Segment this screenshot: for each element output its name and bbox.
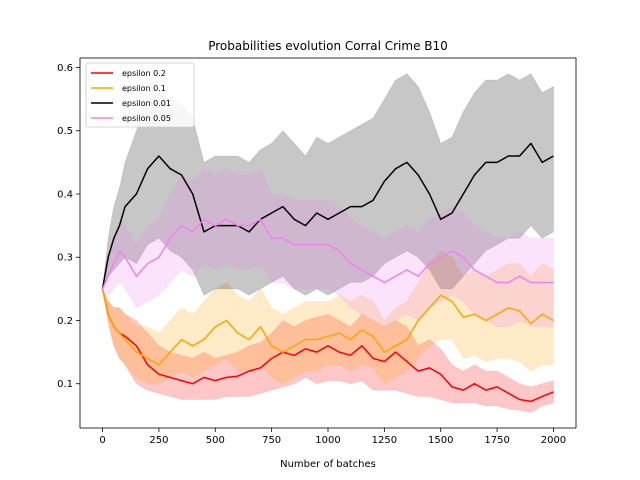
- x-tick-label: 1500: [428, 435, 453, 446]
- x-axis-label: Number of batches: [280, 459, 376, 470]
- y-tick-label: 0.6: [57, 63, 73, 74]
- y-tick-label: 0.5: [57, 126, 73, 137]
- legend-box: [85, 62, 195, 128]
- legend-label: epsilon 0.1: [122, 84, 166, 93]
- x-tick-label: 250: [149, 435, 168, 446]
- x-tick-label: 0: [99, 435, 105, 446]
- y-tick-label: 0.4: [57, 189, 73, 200]
- x-tick-label: 500: [206, 435, 225, 446]
- x-tick-label: 2000: [541, 435, 566, 446]
- legend-label: epsilon 0.01: [122, 99, 171, 108]
- y-axis: 0.1 0.2 0.3 0.4 0.5 0.6: [57, 63, 80, 390]
- x-axis: 0 250 500 750 1000 1250 1500 1750 2000: [99, 428, 566, 446]
- x-tick-label: 1000: [315, 435, 340, 446]
- y-tick-label: 0.3: [57, 253, 73, 264]
- legend-label: epsilon 0.2: [122, 69, 166, 78]
- x-tick-label: 750: [262, 435, 281, 446]
- series-line-2: [101, 142, 554, 290]
- legend-label: epsilon 0.05: [122, 114, 171, 123]
- plot-area: [101, 73, 554, 413]
- y-tick-label: 0.2: [57, 316, 73, 327]
- series-line-0: [101, 288, 554, 403]
- chart-title: Probabilities evolution Corral Crime B10: [208, 39, 448, 53]
- series-line-1: [101, 288, 554, 366]
- y-tick-label: 0.1: [57, 379, 73, 390]
- series-band-1: [102, 250, 554, 385]
- legend: epsilon 0.2 epsilon 0.1 epsilon 0.01 epsilo…: [85, 62, 195, 128]
- series-band-0: [102, 288, 554, 413]
- x-tick-label: 1250: [372, 435, 397, 446]
- series-band-2: [102, 73, 554, 296]
- x-tick-label: 1750: [484, 435, 509, 446]
- series-line-3: [101, 218, 554, 290]
